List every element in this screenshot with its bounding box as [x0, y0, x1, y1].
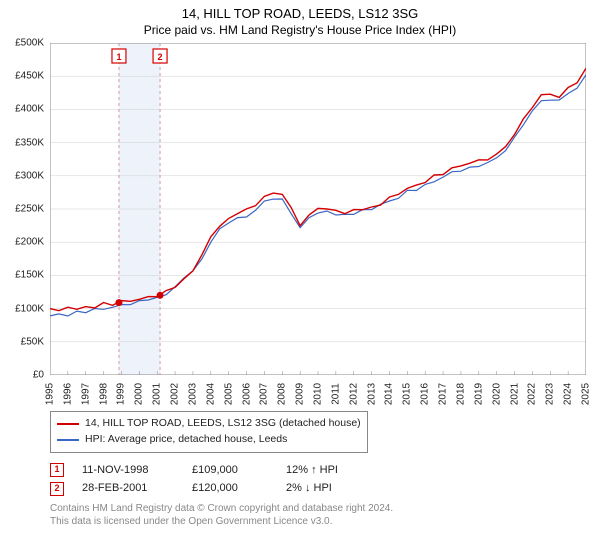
x-tick-label: 1998	[98, 383, 109, 405]
x-tick-label: 2014	[384, 383, 395, 405]
y-tick-label: £200K	[15, 237, 44, 248]
plot-area: 12	[50, 43, 586, 375]
x-tick-label: 2017	[438, 383, 449, 405]
page-subtitle: Price paid vs. HM Land Registry's House …	[8, 23, 592, 37]
x-tick-label: 2000	[134, 383, 145, 405]
x-tick-label: 2023	[545, 383, 556, 405]
x-tick-label: 2019	[473, 383, 484, 405]
svg-text:1: 1	[116, 52, 121, 62]
sale-diff: 12% ↑ HPI	[286, 461, 366, 480]
x-tick-label: 2009	[295, 383, 306, 405]
y-tick-label: £350K	[15, 137, 44, 148]
legend-swatch	[57, 439, 79, 441]
legend-swatch	[57, 423, 79, 425]
x-tick-label: 2010	[313, 383, 324, 405]
legend-label: HPI: Average price, detached house, Leed…	[85, 432, 287, 448]
y-tick-label: £0	[33, 370, 44, 381]
sale-date: 28-FEB-2001	[82, 479, 174, 498]
x-tick-label: 1995	[45, 383, 56, 405]
sale-diff: 2% ↓ HPI	[286, 479, 366, 498]
y-tick-label: £150K	[15, 270, 44, 281]
y-tick-label: £300K	[15, 170, 44, 181]
x-tick-label: 2002	[170, 383, 181, 405]
y-axis: £0£50K£100K£150K£200K£250K£300K£350K£400…	[8, 43, 48, 377]
sale-price: £109,000	[192, 461, 268, 480]
x-tick-label: 2018	[455, 383, 466, 405]
x-tick-label: 2003	[187, 383, 198, 405]
footer-line2: This data is licensed under the Open Gov…	[50, 515, 592, 529]
x-tick-label: 1996	[62, 383, 73, 405]
x-tick-label: 2024	[563, 383, 574, 405]
x-tick-label: 2013	[366, 383, 377, 405]
y-tick-label: £50K	[21, 336, 44, 347]
y-tick-label: £400K	[15, 104, 44, 115]
x-tick-label: 2020	[491, 383, 502, 405]
x-tick-label: 1999	[116, 383, 127, 405]
y-tick-label: £250K	[15, 204, 44, 215]
x-axis: 1995199619971998199920002001200220032004…	[50, 377, 586, 405]
x-tick-label: 2005	[223, 383, 234, 405]
x-tick-label: 2006	[241, 383, 252, 405]
svg-text:2: 2	[158, 52, 163, 62]
x-tick-label: 2021	[509, 383, 520, 405]
y-tick-label: £500K	[15, 38, 44, 49]
sale-date: 11-NOV-1998	[82, 461, 174, 480]
x-tick-label: 2004	[205, 383, 216, 405]
sales-table: 1 11-NOV-1998 £109,000 12% ↑ HPI 2 28-FEB-200…	[50, 461, 592, 498]
y-tick-label: £100K	[15, 303, 44, 314]
legend-label: 14, HILL TOP ROAD, LEEDS, LS12 3SG (deta…	[85, 416, 361, 432]
x-tick-label: 2011	[330, 383, 341, 405]
table-row: 2 28-FEB-2001 £120,000 2% ↓ HPI	[50, 479, 592, 498]
x-tick-label: 2016	[420, 383, 431, 405]
x-tick-label: 2012	[348, 383, 359, 405]
footer: Contains HM Land Registry data © Crown c…	[50, 502, 592, 529]
x-tick-label: 2015	[402, 383, 413, 405]
x-tick-label: 2025	[581, 383, 592, 405]
legend: 14, HILL TOP ROAD, LEEDS, LS12 3SG (deta…	[50, 411, 368, 453]
chart: £0 £50K £100K £150K £200K £250K £300K £350K £400…	[8, 43, 592, 405]
sale-marker: 2	[50, 482, 64, 496]
x-tick-label: 2007	[259, 383, 270, 405]
sale-marker: 1	[50, 463, 64, 477]
y-tick-label: £450K	[15, 71, 44, 82]
page-title: 14, HILL TOP ROAD, LEEDS, LS12 3SG	[8, 6, 592, 21]
sale-price: £120,000	[192, 479, 268, 498]
x-tick-label: 1997	[80, 383, 91, 405]
x-tick-label: 2001	[152, 383, 163, 405]
x-tick-label: 2022	[527, 383, 538, 405]
table-row: 1 11-NOV-1998 £109,000 12% ↑ HPI	[50, 461, 592, 480]
legend-item: HPI: Average price, detached house, Leed…	[57, 432, 361, 448]
footer-line1: Contains HM Land Registry data © Crown c…	[50, 502, 592, 516]
legend-item: 14, HILL TOP ROAD, LEEDS, LS12 3SG (deta…	[57, 416, 361, 432]
x-tick-label: 2008	[277, 383, 288, 405]
